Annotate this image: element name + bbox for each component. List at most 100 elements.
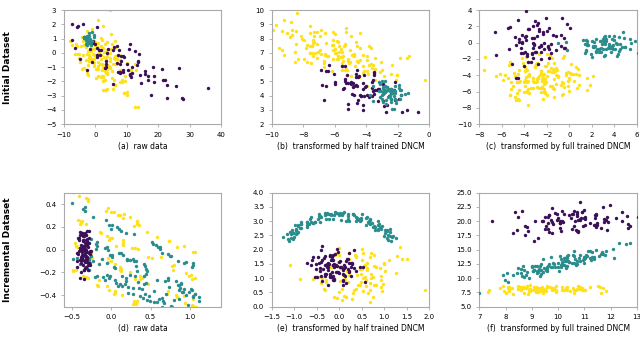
- Point: [125, 72, 135, 78]
- Point: [594, 46, 604, 52]
- Point: [317, 258, 327, 263]
- Point: [182, 303, 193, 308]
- Point: [352, 100, 362, 105]
- Point: [178, 312, 188, 318]
- Point: [134, 52, 144, 57]
- Point: [84, 257, 94, 263]
- Point: [93, 40, 104, 46]
- Point: [524, 276, 534, 281]
- Point: [534, 44, 544, 50]
- Point: [572, 262, 582, 267]
- Point: [582, 43, 593, 48]
- Point: [323, 283, 333, 288]
- Point: [367, 79, 378, 84]
- Point: [571, 227, 581, 232]
- Point: [572, 229, 582, 235]
- Point: [361, 222, 371, 227]
- Point: [84, 240, 94, 245]
- Point: [539, 47, 549, 52]
- Point: [536, 268, 546, 273]
- Point: [390, 77, 401, 83]
- Point: [373, 98, 383, 104]
- Point: [101, 57, 111, 62]
- Point: [111, 280, 121, 285]
- Point: [385, 89, 395, 94]
- Point: [90, 39, 100, 44]
- Point: [607, 43, 617, 49]
- Point: [595, 290, 605, 296]
- Point: [82, 242, 92, 247]
- Point: [588, 44, 598, 50]
- Point: [301, 46, 311, 51]
- Point: [76, 220, 86, 225]
- Point: [625, 37, 636, 42]
- Point: [367, 65, 377, 71]
- Point: [543, 264, 553, 269]
- Point: [365, 93, 376, 98]
- Point: [130, 104, 140, 110]
- Point: [87, 38, 97, 43]
- Point: [324, 254, 335, 259]
- Point: [75, 59, 85, 65]
- Point: [564, 259, 574, 265]
- Point: [623, 221, 633, 226]
- Point: [115, 212, 125, 218]
- Point: [591, 224, 601, 230]
- Point: [80, 244, 90, 249]
- Point: [563, 259, 573, 264]
- Point: [365, 280, 375, 285]
- Point: [377, 78, 387, 84]
- Point: [380, 268, 390, 274]
- Point: [88, 214, 98, 220]
- Point: [625, 46, 636, 51]
- Point: [633, 50, 640, 56]
- Point: [308, 54, 319, 59]
- Point: [524, 71, 534, 76]
- Point: [81, 240, 91, 246]
- Point: [330, 51, 340, 56]
- Point: [352, 273, 362, 278]
- Point: [176, 282, 186, 287]
- Point: [81, 255, 92, 261]
- Point: [358, 108, 368, 113]
- Point: [374, 266, 385, 271]
- Point: [590, 43, 600, 48]
- Point: [81, 247, 92, 253]
- Point: [598, 36, 609, 41]
- Point: [70, 241, 80, 246]
- Point: [366, 251, 376, 256]
- Point: [381, 102, 392, 108]
- Point: [309, 29, 319, 34]
- Point: [319, 255, 329, 261]
- Point: [85, 42, 95, 48]
- Point: [109, 262, 120, 267]
- Point: [291, 228, 301, 234]
- Point: [120, 74, 130, 79]
- Point: [602, 214, 612, 220]
- Point: [573, 283, 583, 288]
- Point: [171, 84, 181, 89]
- Point: [324, 62, 334, 68]
- Point: [82, 42, 92, 48]
- Point: [518, 284, 529, 289]
- Point: [288, 231, 298, 236]
- Point: [76, 255, 86, 261]
- Point: [341, 218, 351, 223]
- Point: [543, 226, 554, 232]
- Point: [87, 57, 97, 62]
- Point: [328, 276, 339, 281]
- Point: [351, 214, 361, 220]
- Point: [540, 268, 550, 273]
- Point: [136, 81, 146, 86]
- Point: [104, 63, 115, 68]
- Point: [383, 88, 393, 93]
- Point: [555, 218, 565, 224]
- Point: [522, 224, 532, 230]
- Point: [323, 261, 333, 266]
- Point: [352, 58, 362, 64]
- Point: [296, 220, 306, 225]
- Point: [76, 232, 86, 238]
- Point: [307, 262, 317, 268]
- Point: [382, 228, 392, 234]
- Point: [376, 59, 386, 64]
